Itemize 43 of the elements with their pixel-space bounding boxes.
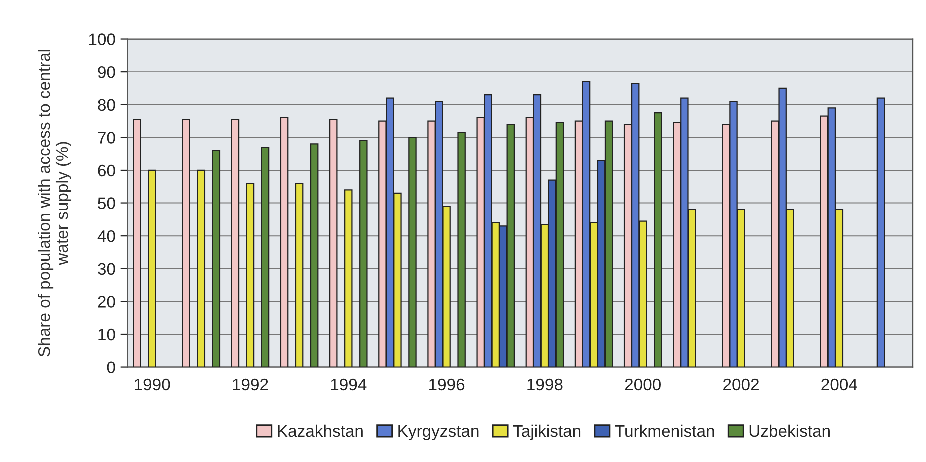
y-tick-label: 90 [98, 66, 116, 78]
x-tick-label: 1992 [233, 378, 268, 391]
y-tick-label: 10 [98, 328, 116, 341]
x-tick-label: 2000 [625, 378, 661, 391]
y-tick-label: 60 [98, 164, 116, 177]
bar [458, 132, 466, 368]
x-tick-label: 1996 [430, 378, 465, 391]
legend-label: Kyrgyzstan [398, 426, 479, 440]
y-axis-title: Share of population with access to central water supply (%) [38, 50, 72, 357]
bar [654, 112, 662, 368]
x-tick-label: 1998 [528, 378, 563, 391]
bar [310, 144, 319, 368]
bar [182, 119, 191, 368]
x-tick-label: 1990 [135, 378, 170, 391]
bar [148, 170, 156, 368]
bar [231, 119, 240, 368]
x-tick-label: 2002 [724, 378, 759, 391]
y-tick-label: 0 [107, 362, 116, 374]
bar [133, 119, 142, 368]
legend-label: Uzbekistan [750, 424, 830, 438]
x-tick-label: 2004 [822, 378, 858, 391]
y-tick-label: 40 [98, 230, 116, 242]
y-tick-label: 20 [98, 296, 116, 308]
bar [197, 170, 206, 368]
bar [330, 119, 338, 368]
bar [876, 98, 886, 368]
bar [408, 137, 417, 368]
bar [261, 146, 270, 368]
bar [360, 140, 368, 368]
bar [295, 183, 304, 368]
y-tick-label: 70 [98, 132, 116, 144]
y-tick-label: 50 [98, 198, 116, 210]
y-tick-label: 100 [89, 34, 116, 46]
bar [246, 183, 255, 368]
legend-label: Tajikistan [513, 424, 581, 440]
legend-label: Turkmenistan [615, 424, 714, 438]
x-tick-label: 1994 [331, 378, 367, 391]
bar [344, 190, 353, 368]
bar [280, 117, 289, 368]
y-tick-label: 80 [98, 99, 116, 112]
bar [212, 150, 221, 368]
y-tick-label: 30 [98, 263, 116, 276]
legend-label: Kazakhstan [278, 424, 363, 438]
